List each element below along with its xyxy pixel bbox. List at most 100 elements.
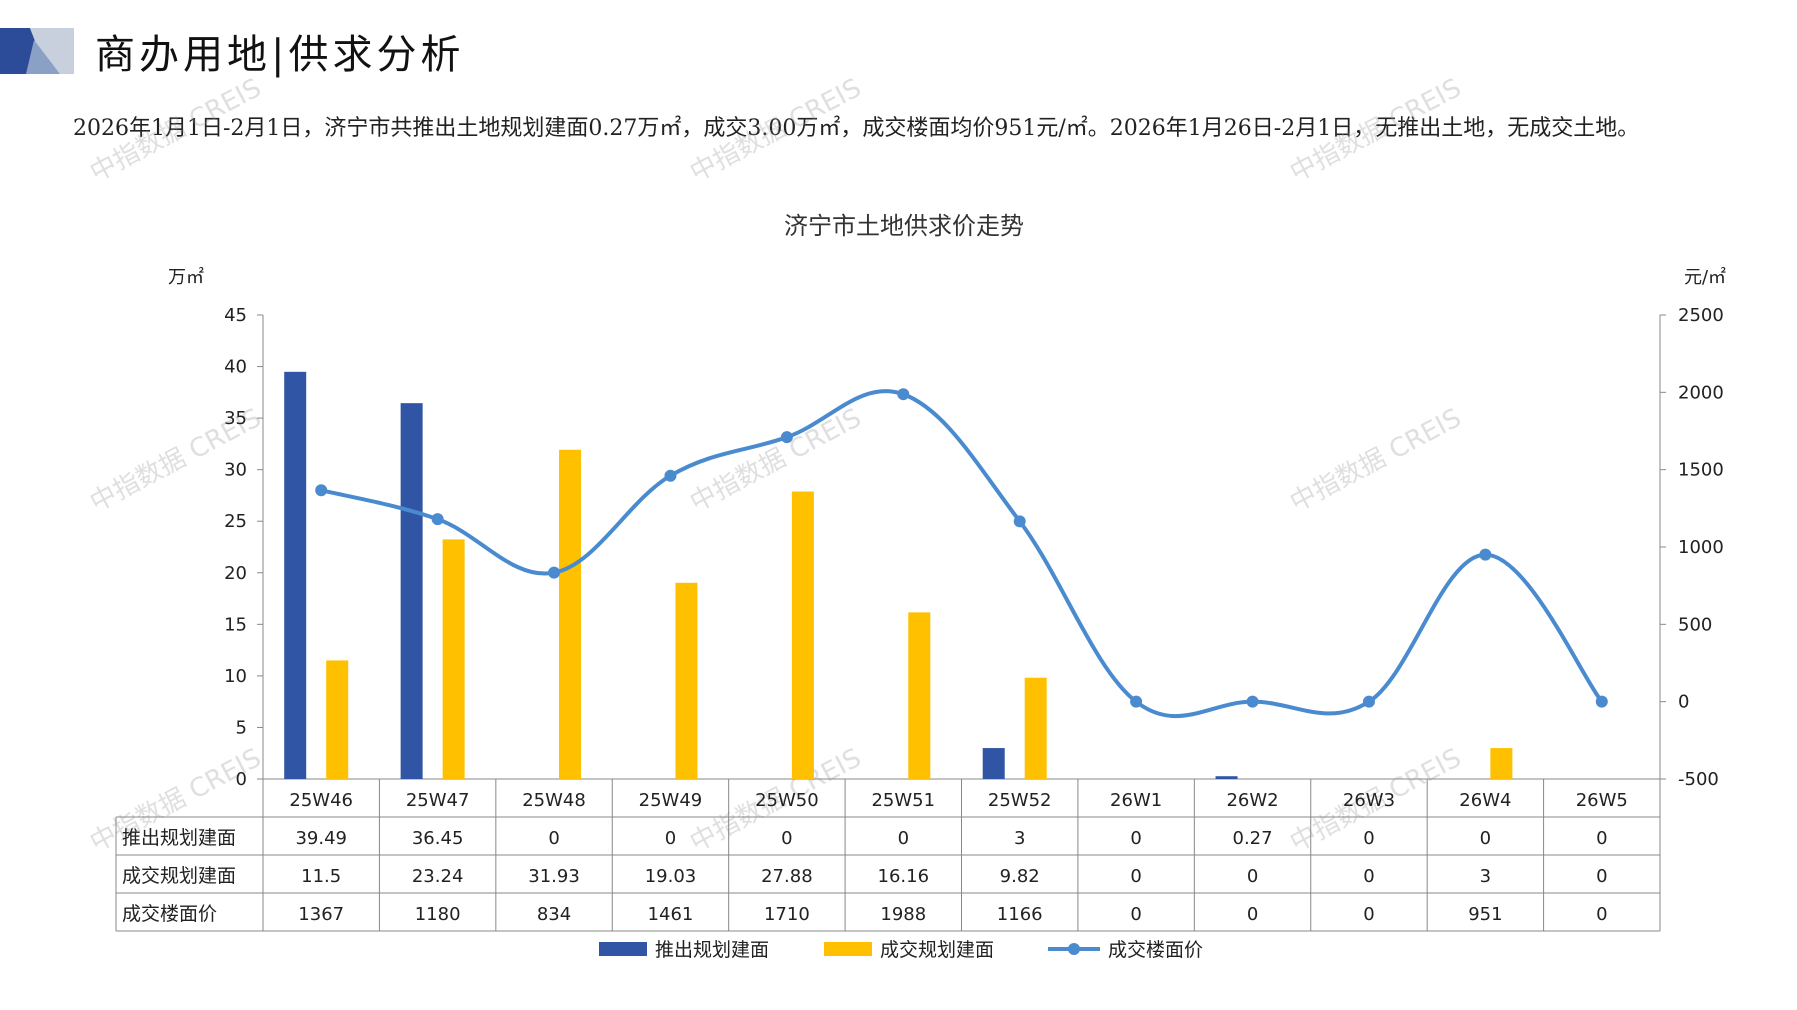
deal-bar: [326, 660, 349, 779]
page-title: 商办用地|供求分析: [95, 32, 465, 78]
price-point: [1479, 548, 1492, 561]
price-point: [1246, 695, 1259, 708]
table-cell-price: 834: [537, 904, 571, 925]
deal-bar: [442, 539, 465, 779]
table-cell-supply: 0: [1480, 828, 1491, 849]
table-row-header-supply: 推出规划建面: [122, 827, 236, 849]
legend-label-deal: 成交规划建面: [880, 939, 994, 961]
price-point: [664, 469, 677, 482]
x-category-label: 25W51: [871, 790, 935, 811]
x-category-label: 25W49: [639, 790, 703, 811]
left-tick-label: 0: [236, 769, 247, 790]
table-row-header-deal: 成交规划建面: [122, 865, 236, 887]
x-category-label: 26W3: [1343, 790, 1395, 811]
table-cell-price: 1988: [880, 904, 926, 925]
header-logo-icon: [0, 28, 74, 74]
table-cell-deal: 19.03: [645, 866, 697, 887]
table-cell-price: 0: [1247, 904, 1258, 925]
table-cell-supply: 0: [781, 828, 792, 849]
deal-bar: [1024, 677, 1047, 779]
right-tick-label: 1000: [1678, 537, 1724, 558]
supply-bar: [284, 371, 307, 779]
supply-bar: [982, 748, 1005, 779]
table-cell-deal: 27.88: [761, 866, 813, 887]
table-cell-price: 1710: [764, 904, 810, 925]
table-cell-supply: 36.45: [412, 828, 464, 849]
table-cell-deal: 16.16: [878, 866, 930, 887]
legend-label-supply: 推出规划建面: [655, 939, 769, 961]
left-tick-label: 10: [224, 666, 247, 687]
left-tick-label: 5: [236, 717, 247, 738]
price-point: [1013, 515, 1026, 528]
left-tick-label: 20: [224, 563, 247, 584]
x-category-label: 25W50: [755, 790, 819, 811]
deal-bar: [1490, 748, 1513, 779]
left-tick-label: 45: [224, 305, 247, 326]
table-cell-supply: 0: [898, 828, 909, 849]
x-category-label: 25W46: [289, 790, 353, 811]
left-axis-unit: 万㎡: [168, 266, 204, 288]
table-cell-supply: 0: [1363, 828, 1374, 849]
table-cell-deal: 0: [1247, 866, 1258, 887]
x-category-label: 26W2: [1226, 790, 1278, 811]
right-tick-label: 2000: [1678, 382, 1724, 403]
table-cell-price: 1180: [415, 904, 461, 925]
legend-swatch-deal: [824, 942, 872, 956]
right-tick-label: 0: [1678, 692, 1689, 713]
table-cell-price: 1367: [298, 904, 344, 925]
x-category-label: 26W4: [1459, 790, 1511, 811]
supply-bar: [400, 403, 423, 779]
deal-bar: [559, 449, 582, 779]
table-cell-price: 1166: [997, 904, 1043, 925]
table-cell-deal: 11.5: [301, 866, 341, 887]
table-cell-deal: 3: [1480, 866, 1491, 887]
table-cell-deal: 9.82: [1000, 866, 1040, 887]
price-point: [780, 431, 793, 444]
right-tick-label: -500: [1678, 769, 1719, 790]
left-tick-label: 40: [224, 357, 247, 378]
table-cell-supply: 0: [1130, 828, 1141, 849]
table-cell-supply: 0.27: [1233, 828, 1273, 849]
table-cell-price: 0: [1130, 904, 1141, 925]
price-point: [431, 513, 444, 526]
left-tick-label: 35: [224, 408, 247, 429]
price-point: [1595, 695, 1608, 708]
table-row-header-price: 成交楼面价: [122, 903, 217, 925]
right-tick-label: 500: [1678, 614, 1712, 635]
table-cell-supply: 0: [665, 828, 676, 849]
price-point: [315, 484, 328, 497]
supply-bar: [1215, 776, 1238, 779]
x-category-label: 26W5: [1576, 790, 1628, 811]
table-cell-price: 0: [1596, 904, 1607, 925]
price-point: [548, 566, 561, 579]
left-tick-label: 25: [224, 511, 247, 532]
deal-bar: [908, 612, 931, 779]
left-tick-label: 15: [224, 614, 247, 635]
table-cell-deal: 0: [1596, 866, 1607, 887]
deal-bar: [675, 582, 698, 779]
x-category-label: 25W48: [522, 790, 586, 811]
table-cell-deal: 0: [1130, 866, 1141, 887]
table-cell-supply: 0: [1596, 828, 1607, 849]
legend-label-price: 成交楼面价: [1108, 939, 1203, 961]
price-point: [1362, 695, 1375, 708]
price-line: [320, 389, 1604, 719]
left-tick-label: 30: [224, 460, 247, 481]
right-axis-unit: 元/㎡: [1684, 266, 1726, 288]
table-cell-deal: 0: [1363, 866, 1374, 887]
legend-marker-price: [1068, 943, 1080, 955]
x-category-label: 25W47: [406, 790, 470, 811]
x-category-label: 26W1: [1110, 790, 1162, 811]
right-tick-label: 1500: [1678, 460, 1724, 481]
table-cell-supply: 0: [548, 828, 559, 849]
summary-text: 2026年1月1日-2月1日，济宁市共推出土地规划建面0.27万㎡，成交3.00…: [73, 116, 1640, 141]
table-cell-price: 951: [1468, 904, 1502, 925]
table-cell-deal: 31.93: [528, 866, 580, 887]
table-cell-deal: 23.24: [412, 866, 464, 887]
chart-title: 济宁市土地供求价走势: [784, 212, 1024, 240]
right-tick-label: 2500: [1678, 305, 1724, 326]
price-point: [1130, 695, 1143, 708]
table-cell-price: 1461: [648, 904, 694, 925]
table-cell-price: 0: [1363, 904, 1374, 925]
